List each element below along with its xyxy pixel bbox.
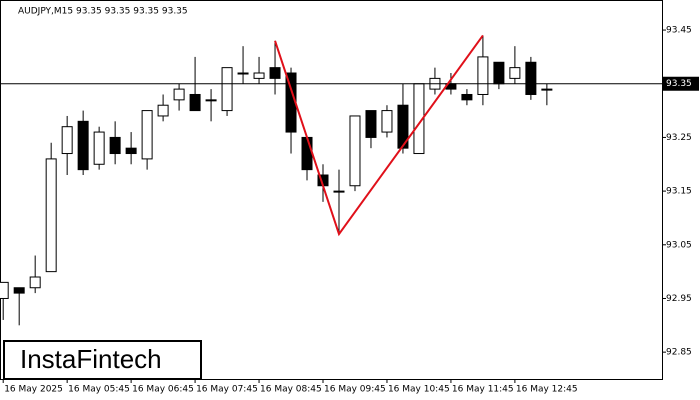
candle-body (221, 67, 233, 112)
chart-header: AUDJPY,M15 93.35 93.35 93.35 93.35 (18, 7, 188, 17)
x-tick-label: 16 May 08:45 (260, 385, 322, 395)
candle-body (333, 190, 345, 193)
candle-body (61, 126, 73, 155)
candle-body (141, 110, 153, 160)
candle-body (301, 136, 313, 171)
y-tick-label: 93.25 (666, 133, 692, 143)
candle-body (237, 72, 249, 75)
logo: InstaFintech (20, 344, 162, 374)
candle-body (269, 67, 281, 79)
candle-body (381, 110, 393, 133)
candle-body (205, 99, 217, 102)
x-tick-label: 16 May 06:45 (132, 385, 194, 395)
candle-body (461, 93, 473, 101)
x-tick-label: 16 May 11:45 (452, 385, 514, 395)
candle-body (349, 115, 361, 187)
pattern-line (274, 34, 484, 237)
x-tick-label: 16 May 07:45 (196, 385, 258, 395)
candle-body (509, 67, 521, 79)
candle-body (189, 93, 201, 112)
candle-body (0, 281, 9, 299)
candle-body (77, 120, 89, 171)
x-tick-label: 16 May 10:45 (388, 385, 450, 395)
candle-body (525, 61, 537, 95)
y-tick-label: 93.45 (666, 26, 692, 36)
x-tick-label: 16 May 12:45 (516, 385, 578, 395)
last-price-label: 93.35 (666, 79, 692, 89)
candle-body (93, 131, 105, 165)
candle-body (45, 158, 57, 273)
candle-body (541, 88, 553, 91)
candle-body (157, 104, 169, 117)
last-price-box (663, 76, 699, 91)
candle-body (125, 147, 137, 155)
candle-body (397, 104, 409, 149)
plot-frame (0, 0, 663, 380)
candle-body (477, 56, 489, 95)
y-tick-label: 93.05 (666, 240, 692, 250)
x-tick-label: 16 May 09:45 (324, 385, 386, 395)
logo-box (3, 340, 202, 380)
y-tick-label: 92.95 (666, 294, 692, 304)
candle-body (13, 287, 25, 294)
x-tick-label: 16 May 05:45 (68, 385, 130, 395)
x-tick-label: 16 May 2025 (4, 385, 63, 395)
candle-body (253, 72, 265, 79)
candle-body (173, 88, 185, 101)
y-tick-label: 92.85 (666, 348, 692, 358)
candle-body (493, 61, 505, 85)
candle-body (29, 276, 41, 289)
candle-body (365, 110, 377, 138)
y-tick-label: 93.15 (666, 187, 692, 197)
candle-body (109, 136, 121, 155)
